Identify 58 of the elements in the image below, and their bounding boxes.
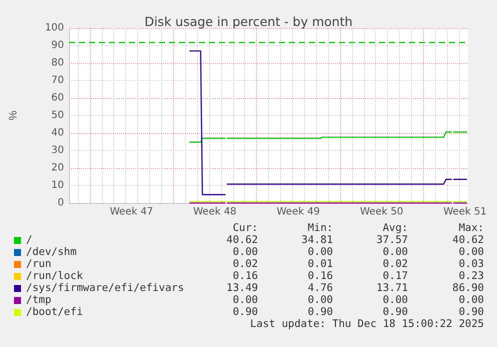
text: 37.57	[376, 234, 408, 246]
text: 40.62	[226, 234, 258, 246]
text: 0.00	[232, 294, 258, 306]
x-tick-label: Week 49	[276, 206, 320, 218]
text: 0.00	[232, 246, 258, 258]
y-tick-label: 90	[51, 40, 64, 51]
y-tick-label: 80	[51, 58, 64, 68]
text: Avg:	[382, 222, 408, 234]
text: 0.90	[232, 306, 258, 318]
text: Cur:	[232, 222, 258, 234]
text: 13.71	[376, 282, 408, 294]
text: 0.01	[308, 258, 333, 270]
text: 86.90	[452, 282, 484, 294]
text: 0.16	[308, 270, 333, 282]
text: 0.90	[308, 306, 333, 318]
text: 0.00	[308, 294, 333, 306]
legend-label: /dev/shm	[26, 246, 77, 258]
legend-label: /run/lock	[26, 270, 83, 282]
y-axis-title: %	[8, 110, 20, 120]
text: 0.00	[308, 246, 333, 258]
legend-label: /sys/firmware/efi/efivars	[26, 282, 184, 294]
text: 0.00	[382, 294, 408, 306]
y-tick-label: 40	[51, 128, 64, 138]
x-tick-label: Week 50	[360, 206, 404, 218]
y-tick-label: 30	[51, 145, 64, 156]
y-tick-label: 0	[58, 198, 64, 208]
y-tick-label: 10	[51, 180, 64, 191]
x-tick-label: Week 51	[443, 206, 487, 218]
text: 0.02	[232, 258, 258, 270]
legend-label: /tmp	[26, 294, 52, 306]
text: 0.00	[382, 246, 408, 258]
legend-label: /run	[26, 258, 52, 270]
text: 0.17	[382, 270, 408, 282]
y-tick-label: 70	[51, 75, 64, 86]
text: 40.62	[452, 234, 484, 246]
text: Min:	[308, 222, 333, 234]
text: 0.90	[382, 306, 408, 318]
text: 0.23	[458, 270, 484, 282]
x-tick-label: Week 47	[110, 206, 154, 218]
y-tick-label: 60	[51, 92, 64, 104]
text: 0.90	[458, 306, 484, 318]
text: Last update: Thu Dec 18 15:00:22 2025	[250, 318, 484, 330]
legend-label: /	[26, 234, 32, 246]
y-tick-label: 50	[51, 110, 64, 121]
y-tick-label: 20	[51, 162, 64, 174]
text: 0.02	[382, 258, 408, 270]
chart-title: Disk usage in percent - by month	[144, 14, 353, 29]
text: 4.76	[308, 282, 333, 294]
legend-label: /boot/efi	[26, 306, 83, 318]
text: 0.00	[458, 246, 484, 258]
text: 0.00	[458, 294, 484, 306]
text: 0.16	[232, 270, 258, 282]
text: Max:	[458, 222, 484, 234]
text: 34.81	[301, 234, 333, 246]
text: 0.03	[458, 258, 484, 270]
text: 13.49	[226, 282, 258, 294]
x-tick-label: Week 48	[193, 206, 237, 218]
y-tick-label: 100	[44, 22, 64, 34]
